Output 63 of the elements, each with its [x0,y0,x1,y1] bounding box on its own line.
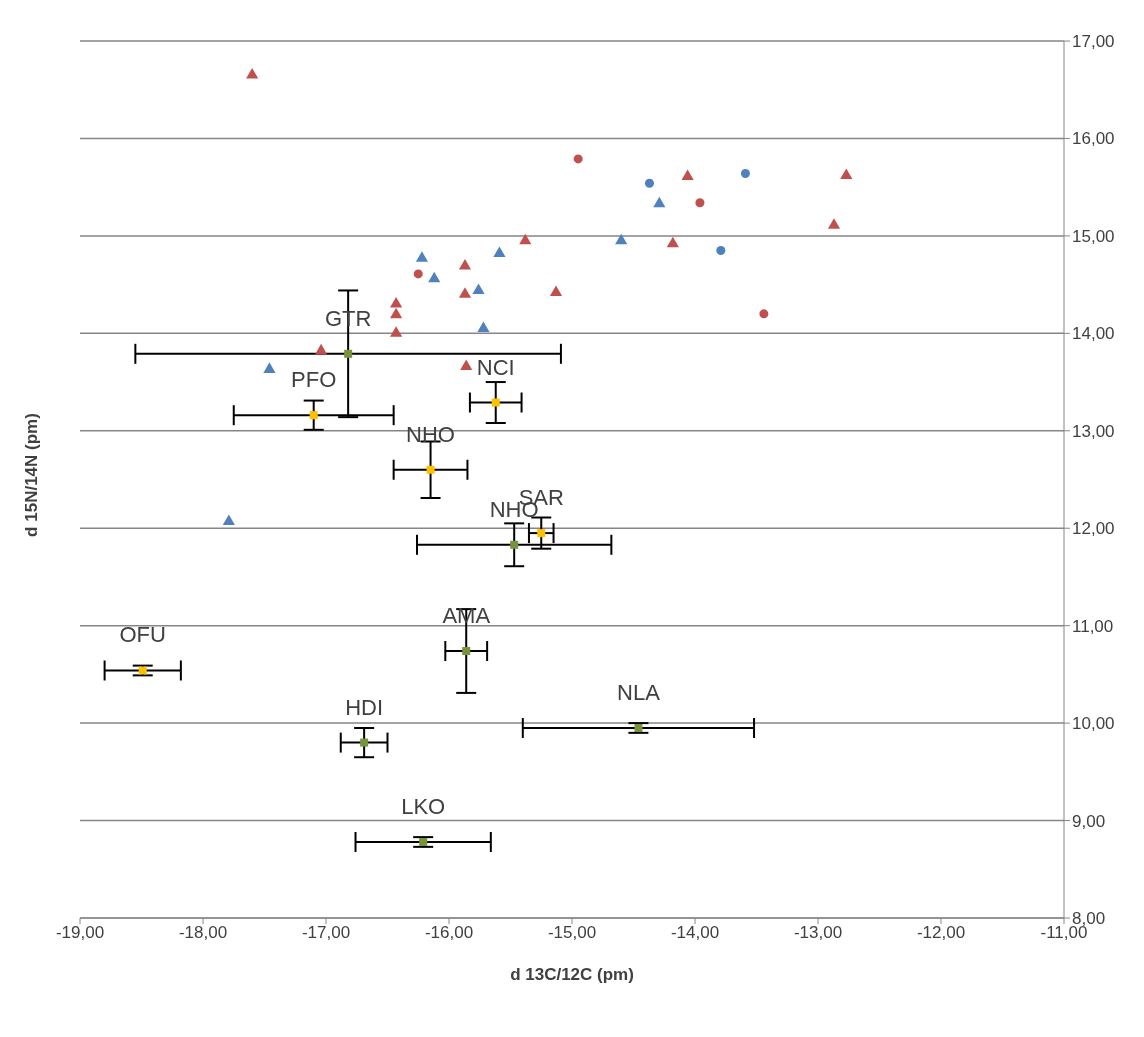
point [827,218,841,229]
point [360,738,369,747]
point [477,321,490,332]
point [390,326,403,337]
point [462,647,471,655]
y-tick-label: 11,00 [1072,616,1114,636]
point [460,359,473,370]
point [472,283,485,294]
y-tick-label: 13,00 [1072,421,1115,441]
point [549,285,563,296]
point [519,233,532,245]
point [222,514,235,525]
point [695,198,705,208]
point [390,307,403,319]
point [315,343,328,355]
point [615,233,628,245]
point [681,169,694,180]
point [458,287,472,298]
point [493,246,506,257]
point [716,246,726,256]
annotation: NLA [617,679,661,705]
annotation: LKO [401,793,446,819]
point [491,398,500,407]
x-tick-label: -12,00 [916,923,966,943]
point [390,297,403,308]
x-tick-label: -17,00 [301,923,351,943]
annotation: NCI [476,354,515,380]
y-tick-label: 12,00 [1072,519,1115,539]
point [740,169,750,179]
point [840,168,853,179]
point [246,68,259,79]
point [537,529,546,538]
y-tick-label: 16,00 [1072,129,1115,149]
point [344,349,353,358]
point [428,271,441,283]
y-tick-label: 17,00 [1072,32,1115,52]
point [309,411,318,420]
point [263,362,276,373]
point [458,259,472,270]
x-axis-title: d 13C/12C (pm) [510,965,634,984]
y-tick-label: 14,00 [1072,324,1115,344]
point [510,540,519,549]
point [759,309,769,319]
point [415,251,429,262]
y-tick-label: 10,00 [1072,714,1115,734]
y-tick-label: 15,00 [1072,226,1115,246]
x-tick-label: -19,00 [55,923,105,943]
x-tick-label: -13,00 [793,923,843,943]
point [666,236,679,248]
point [413,269,423,279]
x-tick-label: -16,00 [424,923,474,943]
point [653,196,666,208]
x-tick-label: -14,00 [670,923,720,943]
annotation: HDI [345,694,384,720]
annotation: OFU [119,622,166,648]
y-axis-title: d 15N/14N (pm) [22,413,42,537]
point [644,178,654,188]
x-tick-label: -15,00 [547,923,597,943]
point [426,465,435,474]
y-tick-label: 9,00 [1072,811,1106,831]
annotation: PFO [291,367,337,393]
point [573,154,583,164]
x-tick-label: -18,00 [178,923,228,943]
